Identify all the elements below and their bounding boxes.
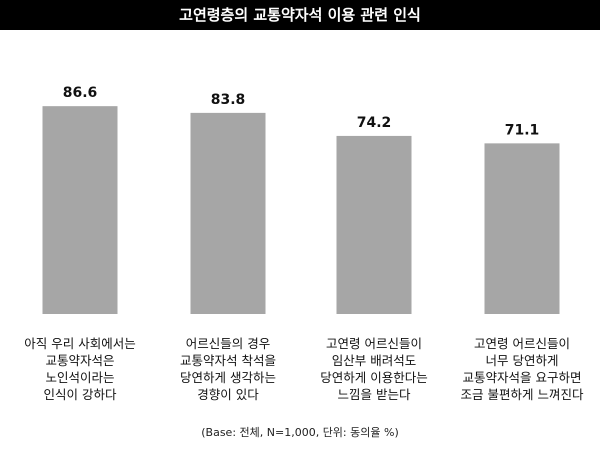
base-note: (Base: 전체, N=1,000, 단위: 동의율 %) bbox=[201, 426, 399, 439]
data-label-1: 86.6 bbox=[63, 85, 98, 101]
bar-3 bbox=[336, 135, 412, 314]
data-label-3: 74.2 bbox=[357, 115, 392, 131]
bar-1 bbox=[42, 106, 118, 314]
category-label-4: 고연령 어르신들이 너무 당연하게 교통약자석을 요구하면 조금 불편하게 느껴… bbox=[460, 336, 584, 402]
data-label-4: 71.1 bbox=[505, 122, 540, 138]
category-label-1: 아직 우리 사회에서는 교통약자석은 노인석이라는 인식이 강하다 bbox=[24, 336, 136, 402]
category-label-2: 어르신들의 경우 교통약자석 착석을 당연하게 생각하는 경향이 있다 bbox=[180, 336, 276, 402]
category-label-3: 고연령 어르신들이 임산부 배려석도 당연하게 이용한다는 느낌을 받는다 bbox=[320, 336, 428, 402]
data-label-2: 83.8 bbox=[211, 92, 246, 108]
bar-chart: 86.6 83.8 74.2 71.1 bbox=[42, 85, 560, 314]
bar-4 bbox=[484, 143, 560, 314]
chart-title: 고연령층의 교통약자석 이용 관련 인식 bbox=[0, 0, 600, 30]
bar-2 bbox=[190, 112, 266, 314]
